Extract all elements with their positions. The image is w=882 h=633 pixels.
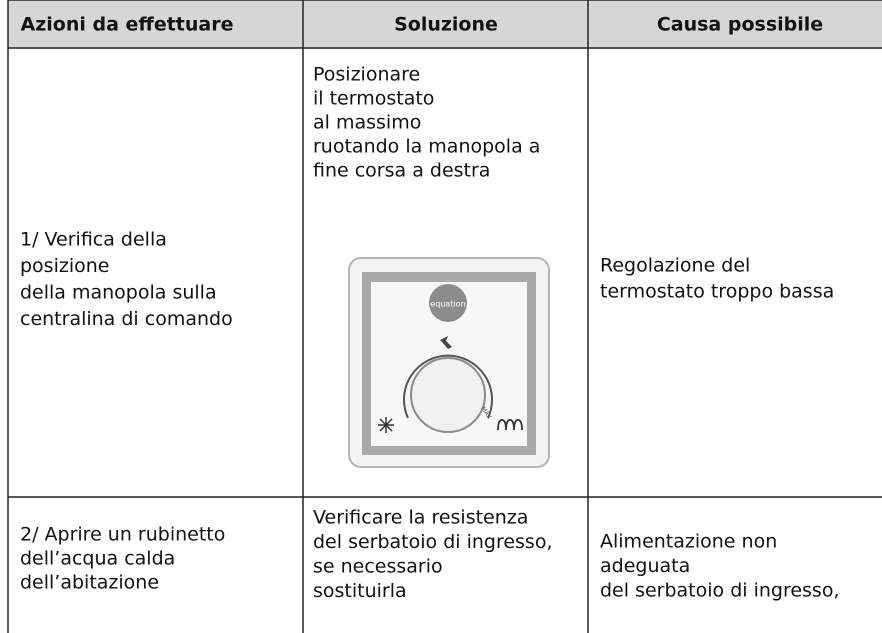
cell-text: dell’abitazione — [20, 572, 159, 594]
hand-icon — [440, 336, 452, 349]
cell-text: al massimo — [313, 112, 421, 134]
cell-text: il termostato — [313, 88, 434, 110]
cell-text: 2/ Aprire un rubinetto — [20, 524, 225, 546]
knob — [410, 357, 486, 433]
header-background — [8, 0, 882, 48]
cell-text: 1/ Verifica della — [20, 229, 167, 251]
cell-text: se necessario — [313, 556, 443, 578]
cell-text: del serbatoio di ingresso, — [313, 531, 553, 553]
cell-text: centralina di comando — [20, 308, 233, 330]
cell-text: Verificare la resistenza — [313, 507, 528, 529]
header-cell: Soluzione — [394, 14, 498, 36]
cell-text: Posizionare — [313, 64, 420, 86]
cell-text: della manopola sulla — [20, 282, 217, 304]
cell-text: termostato troppo bassa — [600, 281, 834, 303]
cell-text: adeguata — [600, 555, 690, 577]
logo-circle — [429, 284, 467, 322]
cell-text: Alimentazione non — [600, 531, 777, 553]
cell-text: Regolazione del — [600, 255, 750, 277]
heater-icon — [497, 419, 523, 431]
dial-arc — [403, 354, 493, 419]
header-cell: Causa possibile — [657, 14, 823, 36]
logo-text: equation — [430, 300, 465, 309]
snowflake-icon — [378, 417, 394, 433]
thermostat-illustration: equation MAX — [348, 257, 550, 468]
cell-text: fine corsa a destra — [313, 160, 490, 182]
cell-text: sostituirla — [313, 580, 407, 602]
header-cell: Azioni da effettuare — [21, 14, 234, 36]
cell-text: ruotando la manopola a — [313, 136, 540, 158]
cell-text: dell’acqua calda — [20, 548, 175, 570]
cell-text: del serbatoio di ingresso, — [600, 580, 840, 602]
cell-text: posizione — [20, 255, 109, 277]
